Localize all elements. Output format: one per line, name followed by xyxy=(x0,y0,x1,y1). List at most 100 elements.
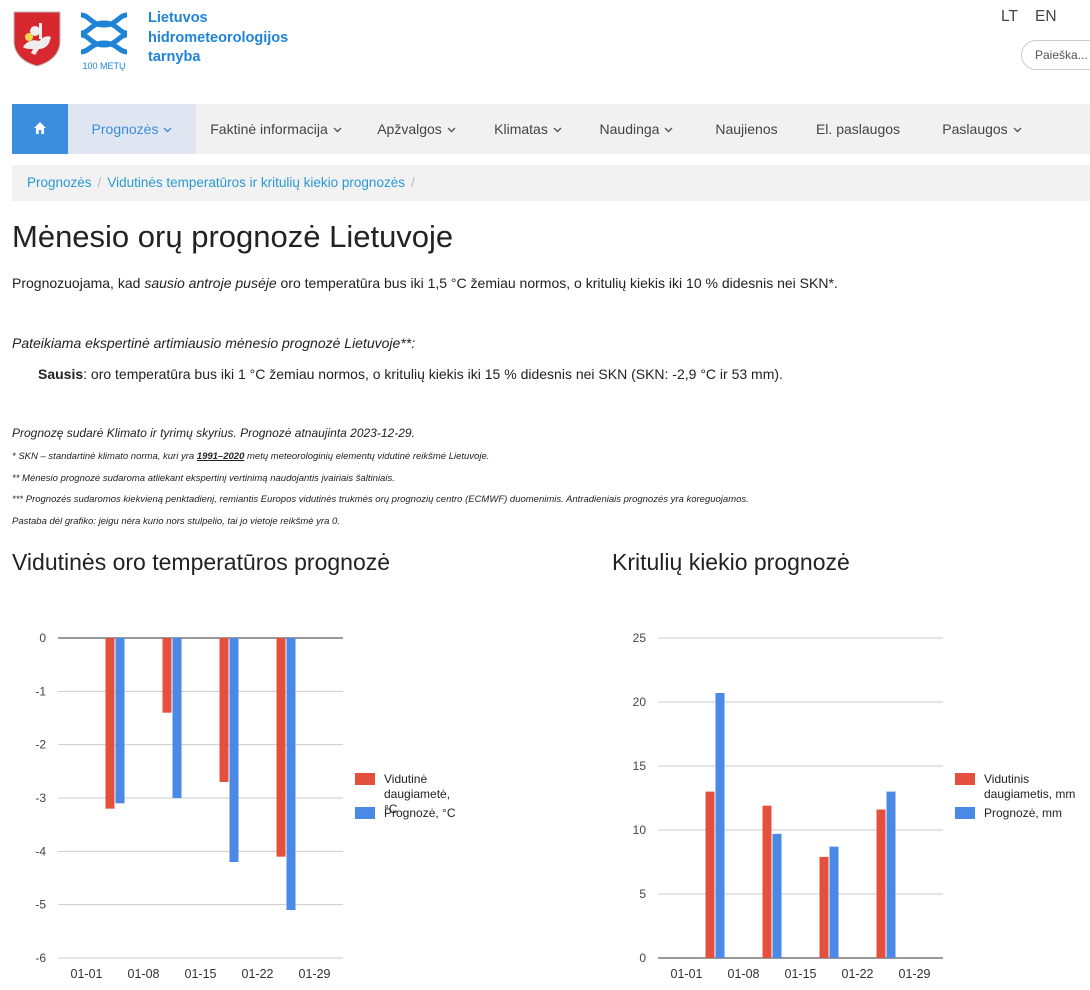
nav-item-4[interactable]: Naudinga xyxy=(579,104,694,154)
breadcrumb-item-current[interactable]: Vidutinės temperatūros ir kritulių kieki… xyxy=(107,175,405,190)
lhmt-logo[interactable]: 100 METŲ xyxy=(79,11,129,71)
y-tick-label: 15 xyxy=(633,759,647,773)
x-tick-label: 01-22 xyxy=(242,967,274,981)
bar-forecast xyxy=(715,693,725,958)
bar-normal xyxy=(162,638,172,713)
chevron-down-icon xyxy=(163,127,172,133)
footnote-schedule: *** Prognozės sudaromos kiekvieną penkta… xyxy=(12,494,749,505)
footnote-skn: * SKN – standartinė klimato norma, kuri … xyxy=(12,451,489,462)
y-tick-label: -2 xyxy=(35,738,46,752)
bar-normal xyxy=(705,791,715,958)
bar-normal xyxy=(819,856,829,958)
x-tick-label: 01-15 xyxy=(185,967,217,981)
forecast-intro: Pateikiama ekspertinė artimiausio mėnesi… xyxy=(12,335,416,351)
coat-of-arms-logo[interactable] xyxy=(13,11,61,67)
temperature-chart: 0 -1 -2 -3 -4 -5 -6 01-01 01-08 01-15 01-22 01-29 Vi… xyxy=(35,631,456,981)
summary-period: sausio antroje pusėje xyxy=(144,275,277,291)
bar-forecast xyxy=(115,638,125,804)
y-tick-label: -4 xyxy=(35,844,46,858)
y-tick-label: -5 xyxy=(35,898,46,912)
home-icon xyxy=(34,122,46,134)
precipitation-chart: 25 20 15 10 5 0 01-01 01-08 01-15 01-22 01-29 Vidut… xyxy=(633,631,1076,981)
chevron-down-icon xyxy=(447,127,456,133)
legend-swatch xyxy=(355,807,375,819)
wave-logo-icon xyxy=(80,12,128,55)
nav-item-1[interactable]: Faktinė informacija xyxy=(196,104,356,154)
nav-home[interactable] xyxy=(12,104,68,154)
logo-caption: 100 METŲ xyxy=(82,61,126,71)
chevron-down-icon xyxy=(333,127,342,133)
y-tick-label: 0 xyxy=(639,951,646,965)
x-tick-label: 01-15 xyxy=(785,967,817,981)
nav-item-label: El. paslaugos xyxy=(815,121,901,137)
y-tick-label: 20 xyxy=(633,695,647,709)
y-tick-label: 25 xyxy=(633,631,647,645)
footnote-years-link[interactable]: 1991–2020 xyxy=(196,451,245,462)
breadcrumb: Prognozės / Vidutinės temperatūros ir krit… xyxy=(12,165,1090,201)
x-tick-label: 01-22 xyxy=(842,967,874,981)
x-tick-label: 01-01 xyxy=(671,967,703,981)
nav-item-label: Faktinė informacija xyxy=(210,121,328,137)
forecast-summary: Prognozuojama, kad sausio antroje pusėje… xyxy=(12,275,838,291)
footnote-chart: Pastaba dėl grafiko: jeigu nėra kurio no… xyxy=(12,516,340,527)
nav-item-0[interactable]: Prognozės xyxy=(68,104,196,154)
bar-forecast xyxy=(229,638,239,862)
footnote-text: metų meteorologinių elementų vidutinė re… xyxy=(244,451,490,462)
legend-label: Vidutinis daugiametis, mm xyxy=(984,772,1075,801)
footnote-text: * SKN – standartinė klimato norma, kuri … xyxy=(12,451,197,462)
nav-item-6[interactable]: El. paslaugos xyxy=(799,104,917,154)
month-label: Sausis xyxy=(38,366,84,382)
y-tick-label: -6 xyxy=(35,951,46,965)
bar-normal xyxy=(219,638,229,782)
chevron-down-icon xyxy=(664,127,673,133)
x-tick-label: 01-01 xyxy=(71,967,103,981)
nav-item-7[interactable]: Paslaugos xyxy=(917,104,1047,154)
temperature-chart-title: Vidutinės oro temperatūros prognozė xyxy=(12,549,391,575)
nav-item-label: Naujienos xyxy=(715,121,778,137)
legend-swatch xyxy=(955,773,975,785)
nav-item-label: Prognozės xyxy=(91,121,159,137)
chevron-down-icon xyxy=(553,127,562,133)
footnote-method: ** Mėnesio prognozė sudaroma atliekant e… xyxy=(12,473,395,484)
nav-item-label: Paslaugos xyxy=(942,121,1008,137)
nav-item-label: Klimatas xyxy=(494,121,548,137)
bar-normal xyxy=(105,638,115,809)
site-header: 100 METŲ Lietuvos hidrometeorologijos ta… xyxy=(0,0,1090,104)
nav-item-3[interactable]: Klimatas xyxy=(477,104,579,154)
bar-forecast xyxy=(286,638,296,910)
legend-label: Prognozė, mm xyxy=(984,806,1062,820)
bar-normal xyxy=(876,809,886,958)
legend-label: Vidutinė daugiametė, °C xyxy=(384,772,450,816)
lang-en-link[interactable]: EN xyxy=(1035,8,1057,25)
legend-swatch xyxy=(955,807,975,819)
precipitation-chart-title: Kritulių kiekio prognozė xyxy=(612,549,850,575)
x-tick-label: 01-29 xyxy=(299,967,331,981)
x-tick-label: 01-08 xyxy=(728,967,760,981)
nav-item-label: Naudinga xyxy=(599,121,660,137)
lang-lt-link[interactable]: LT xyxy=(1001,8,1018,25)
legend-label: Prognozė, °C xyxy=(384,806,456,820)
org-name[interactable]: Lietuvos hidrometeorologijos tarnyba xyxy=(148,10,289,65)
breadcrumb-separator: / xyxy=(97,175,102,190)
page-title: Mėnesio orų prognozė Lietuvoje xyxy=(12,219,454,254)
nav-item-5[interactable]: Naujienos xyxy=(694,104,799,154)
x-tick-label: 01-08 xyxy=(128,967,160,981)
y-tick-label: -1 xyxy=(35,684,46,698)
prepared-by-note: Prognozę sudarė Klimato ir tyrimų skyriu… xyxy=(12,426,415,440)
bar-normal xyxy=(762,805,772,958)
x-tick-label: 01-29 xyxy=(899,967,931,981)
nav-item-label: Apžvalgos xyxy=(377,121,442,137)
summary-text: Prognozuojama, kad xyxy=(12,275,145,291)
breadcrumb-item-prognozes[interactable]: Prognozės xyxy=(27,175,92,190)
y-tick-label: 5 xyxy=(639,887,646,901)
chevron-down-icon xyxy=(1013,127,1022,133)
search-input[interactable] xyxy=(1021,40,1090,70)
bar-forecast xyxy=(886,791,896,958)
legend-swatch xyxy=(355,773,375,785)
bar-normal xyxy=(276,638,286,857)
month-text: : oro temperatūra bus iki 1 °C žemiau no… xyxy=(83,366,783,382)
nav-item-2[interactable]: Apžvalgos xyxy=(356,104,477,154)
month-forecast: Sausis: oro temperatūra bus iki 1 °C žem… xyxy=(38,366,783,382)
bar-forecast xyxy=(829,846,839,958)
y-tick-label: 10 xyxy=(633,823,647,837)
